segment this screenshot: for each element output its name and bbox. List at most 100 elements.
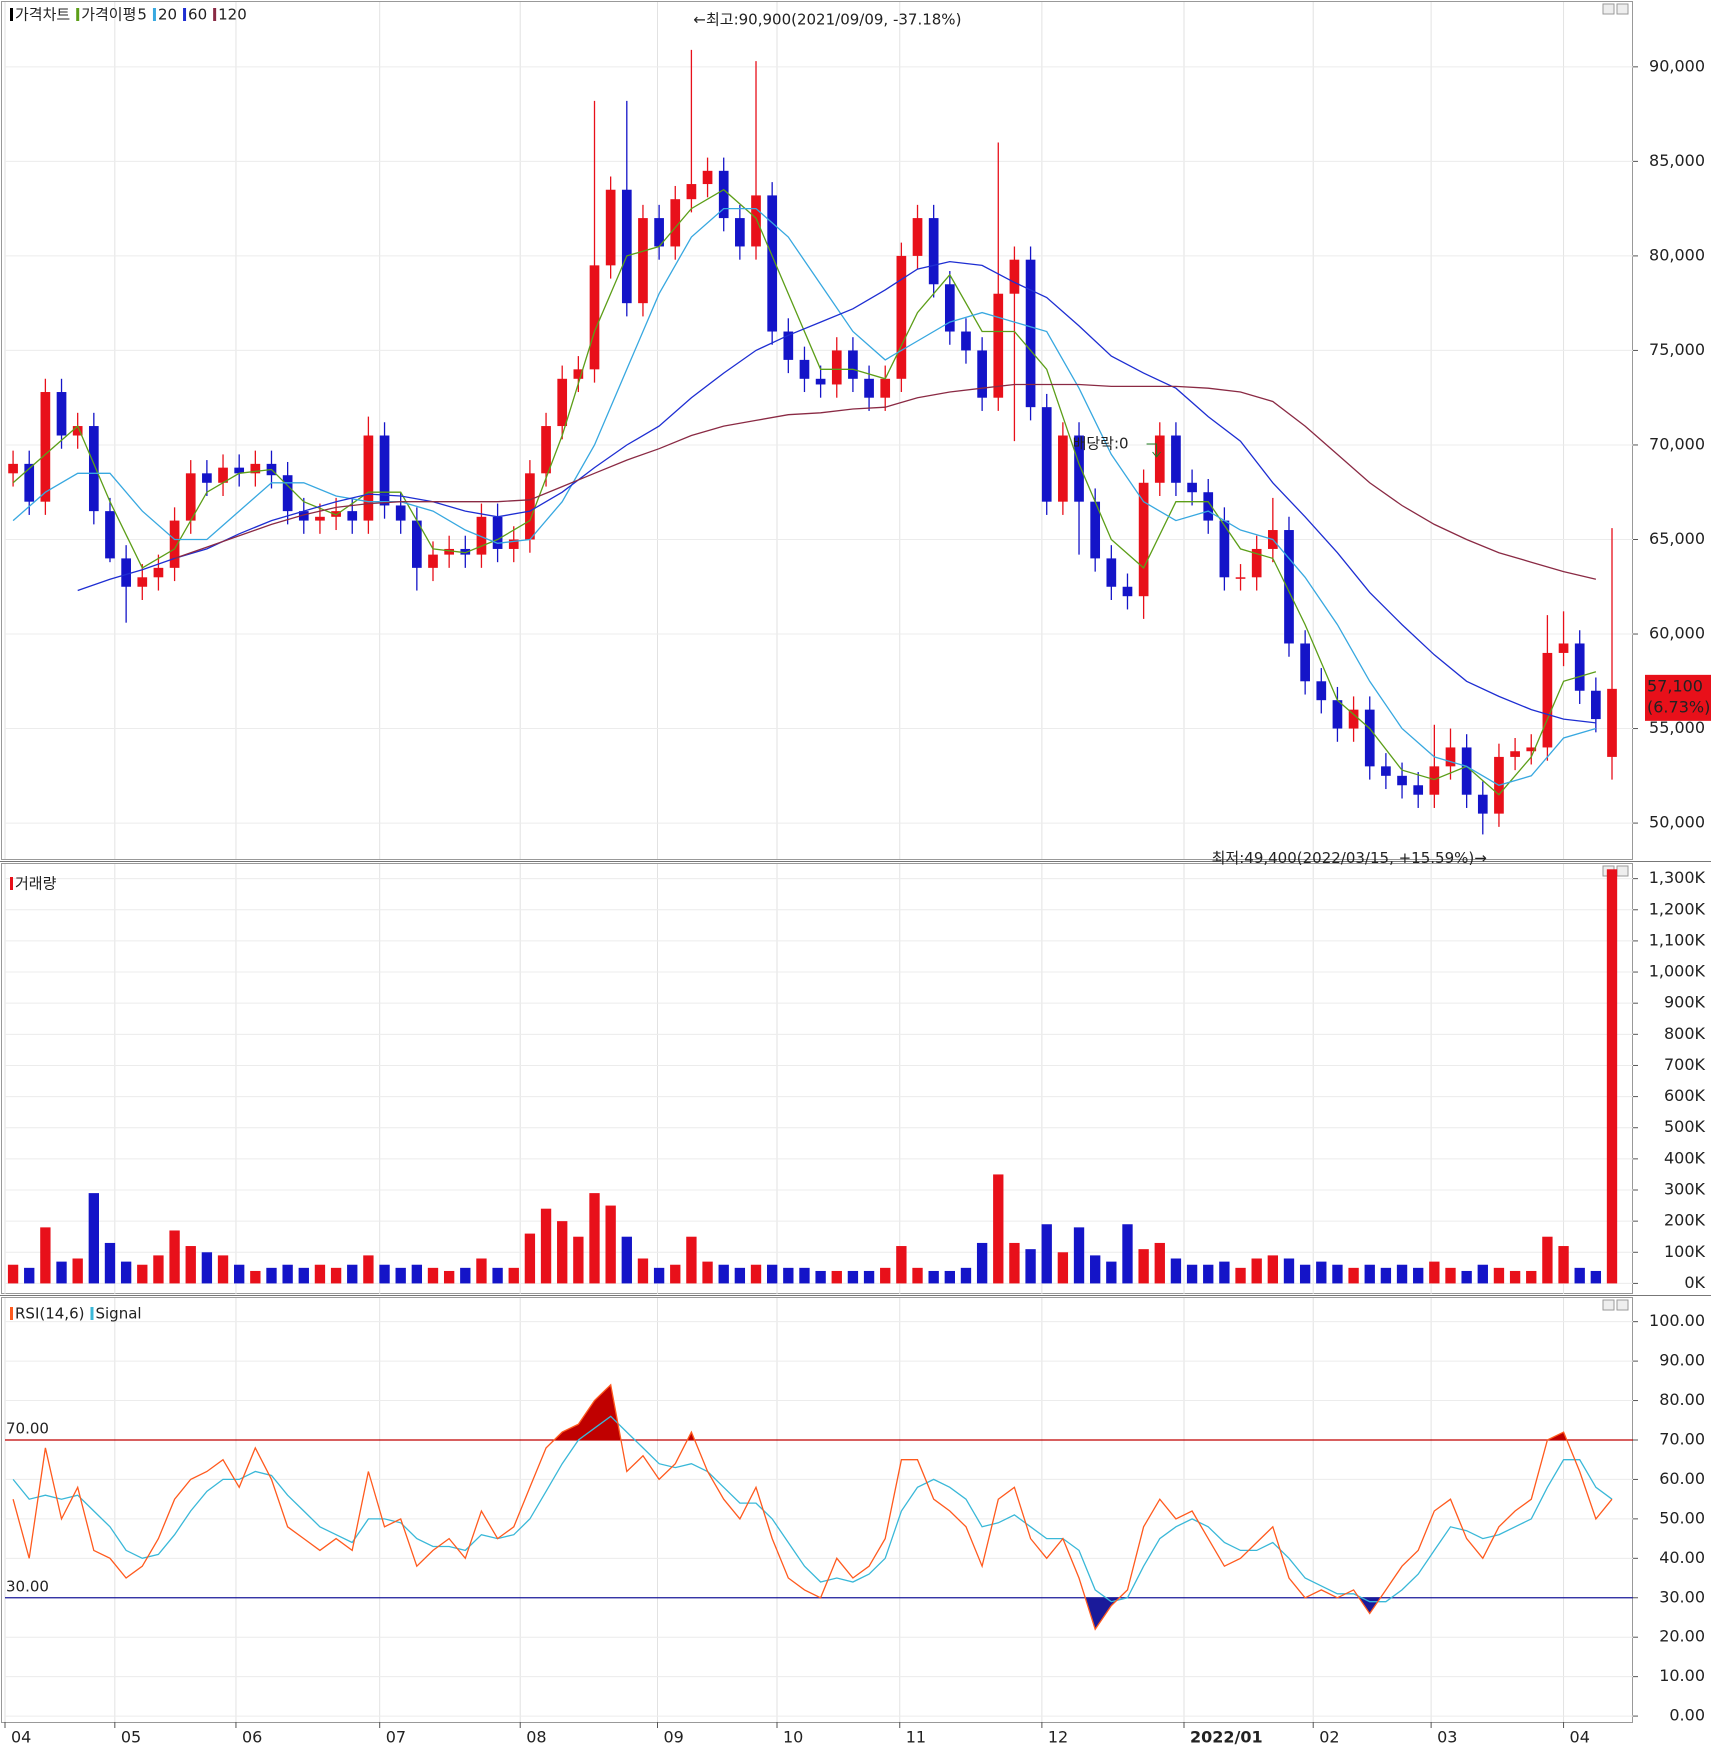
last-change-label: (6.73%) — [1647, 697, 1710, 716]
close-button[interactable] — [1616, 1299, 1629, 1311]
legend-label: RSI(14,6) — [15, 1305, 84, 1323]
volume-bar — [1009, 1242, 1020, 1284]
candle-body — [331, 511, 341, 517]
candle-body — [88, 426, 99, 512]
legend-swatch — [10, 8, 13, 21]
x-tick-label: 09 — [663, 1728, 683, 1747]
candle-body — [912, 218, 923, 256]
volume-bar — [944, 1270, 955, 1284]
candle-body — [444, 548, 454, 555]
close-button[interactable] — [1616, 3, 1629, 15]
candle-body — [202, 473, 212, 483]
volume-bar — [831, 1270, 842, 1284]
y-tick-label: 800K — [1664, 1024, 1706, 1043]
candle-body — [315, 516, 325, 521]
candle-body — [1445, 747, 1456, 767]
volume-bar — [314, 1264, 326, 1284]
volume-bar — [1429, 1261, 1440, 1284]
volume-bar — [1364, 1264, 1375, 1284]
y-tick-label: 300K — [1664, 1180, 1706, 1199]
moving-average-line — [12, 207, 1597, 787]
candle-body — [1219, 520, 1230, 578]
y-tick-label: 55,000 — [1649, 718, 1705, 737]
volume-bar — [573, 1236, 584, 1284]
y-tick-label: 30.00 — [1659, 1587, 1705, 1606]
volume-bar — [896, 1246, 907, 1284]
candle-body — [864, 378, 874, 398]
candle-body — [1122, 586, 1133, 597]
volume-bar — [847, 1270, 859, 1284]
volume-bar — [799, 1267, 810, 1284]
candle-body — [670, 199, 681, 247]
volume-bar — [169, 1230, 180, 1284]
volume-bar — [185, 1246, 196, 1284]
panel-title: 거래량 — [15, 875, 57, 893]
volume-bar — [1251, 1258, 1262, 1284]
volume-bar — [298, 1267, 309, 1284]
y-tick-label: 20.00 — [1659, 1627, 1705, 1646]
y-tick-label: 65,000 — [1649, 529, 1705, 548]
candle-body — [1510, 751, 1520, 757]
volume-bar — [589, 1193, 600, 1284]
candle-body — [1429, 766, 1440, 795]
candle-body — [395, 505, 406, 521]
candle-body — [621, 189, 632, 304]
y-tick-label: 1,300K — [1649, 868, 1706, 887]
volume-bar — [1526, 1270, 1537, 1284]
volume-bar — [976, 1242, 988, 1284]
x-tick-label: 06 — [242, 1728, 262, 1747]
volume-bar — [1445, 1267, 1456, 1284]
candle-body — [508, 539, 519, 549]
max-annotation: ←최고:90,900(2021/09/09, -37.18%) — [693, 10, 961, 28]
candle-body — [234, 467, 245, 474]
legend-swatch — [183, 8, 187, 21]
candle-body — [282, 475, 293, 512]
minimize-button[interactable] — [1602, 3, 1615, 15]
legend-label: 가격차트 — [15, 6, 70, 24]
volume-bar — [1267, 1255, 1279, 1284]
y-tick-label: 80.00 — [1659, 1390, 1705, 1409]
candle-body — [1413, 785, 1424, 795]
candle-body — [105, 511, 115, 559]
x-tick-label: 10 — [783, 1728, 803, 1747]
close-button[interactable] — [1616, 865, 1629, 877]
candle-body — [428, 554, 438, 568]
volume-bar — [56, 1261, 67, 1284]
legend-label: Signal — [95, 1305, 141, 1323]
candle-body — [799, 359, 810, 379]
volume-bar — [1203, 1264, 1214, 1284]
volume-bar — [250, 1270, 261, 1284]
candle-body — [8, 463, 18, 474]
volume-bar — [1316, 1261, 1327, 1284]
volume-bar — [1348, 1267, 1359, 1284]
x-tick-label: 08 — [526, 1728, 546, 1747]
volume-bar — [702, 1261, 713, 1284]
candle-body — [783, 331, 794, 360]
y-tick-label: 90,000 — [1649, 56, 1705, 75]
candle-body — [944, 284, 955, 332]
minimize-button[interactable] — [1602, 1299, 1615, 1311]
candle-body — [72, 426, 83, 436]
candle-body — [1477, 794, 1488, 814]
y-tick-label: 900K — [1664, 993, 1706, 1012]
candle-body — [751, 195, 761, 247]
candle-body — [298, 511, 309, 521]
volume-bar — [1606, 869, 1618, 1284]
y-tick-label: 60,000 — [1649, 624, 1705, 643]
volume-bar — [395, 1267, 406, 1284]
y-tick-label: 1,000K — [1649, 962, 1706, 981]
volume-bar — [1170, 1258, 1182, 1284]
volume-bar — [912, 1267, 923, 1284]
candle-body — [605, 189, 616, 266]
candle-body — [848, 350, 858, 379]
volume-bar — [734, 1267, 746, 1284]
volume-bar — [670, 1264, 681, 1284]
volume-bar — [766, 1264, 778, 1284]
y-tick-label: 50.00 — [1659, 1508, 1705, 1527]
volume-bar — [363, 1255, 374, 1284]
volume-bar — [1041, 1224, 1052, 1284]
candle-body — [1235, 577, 1246, 579]
legend-label: 120 — [218, 6, 247, 24]
volume-bar — [443, 1270, 455, 1284]
legend-swatch — [10, 1307, 13, 1320]
